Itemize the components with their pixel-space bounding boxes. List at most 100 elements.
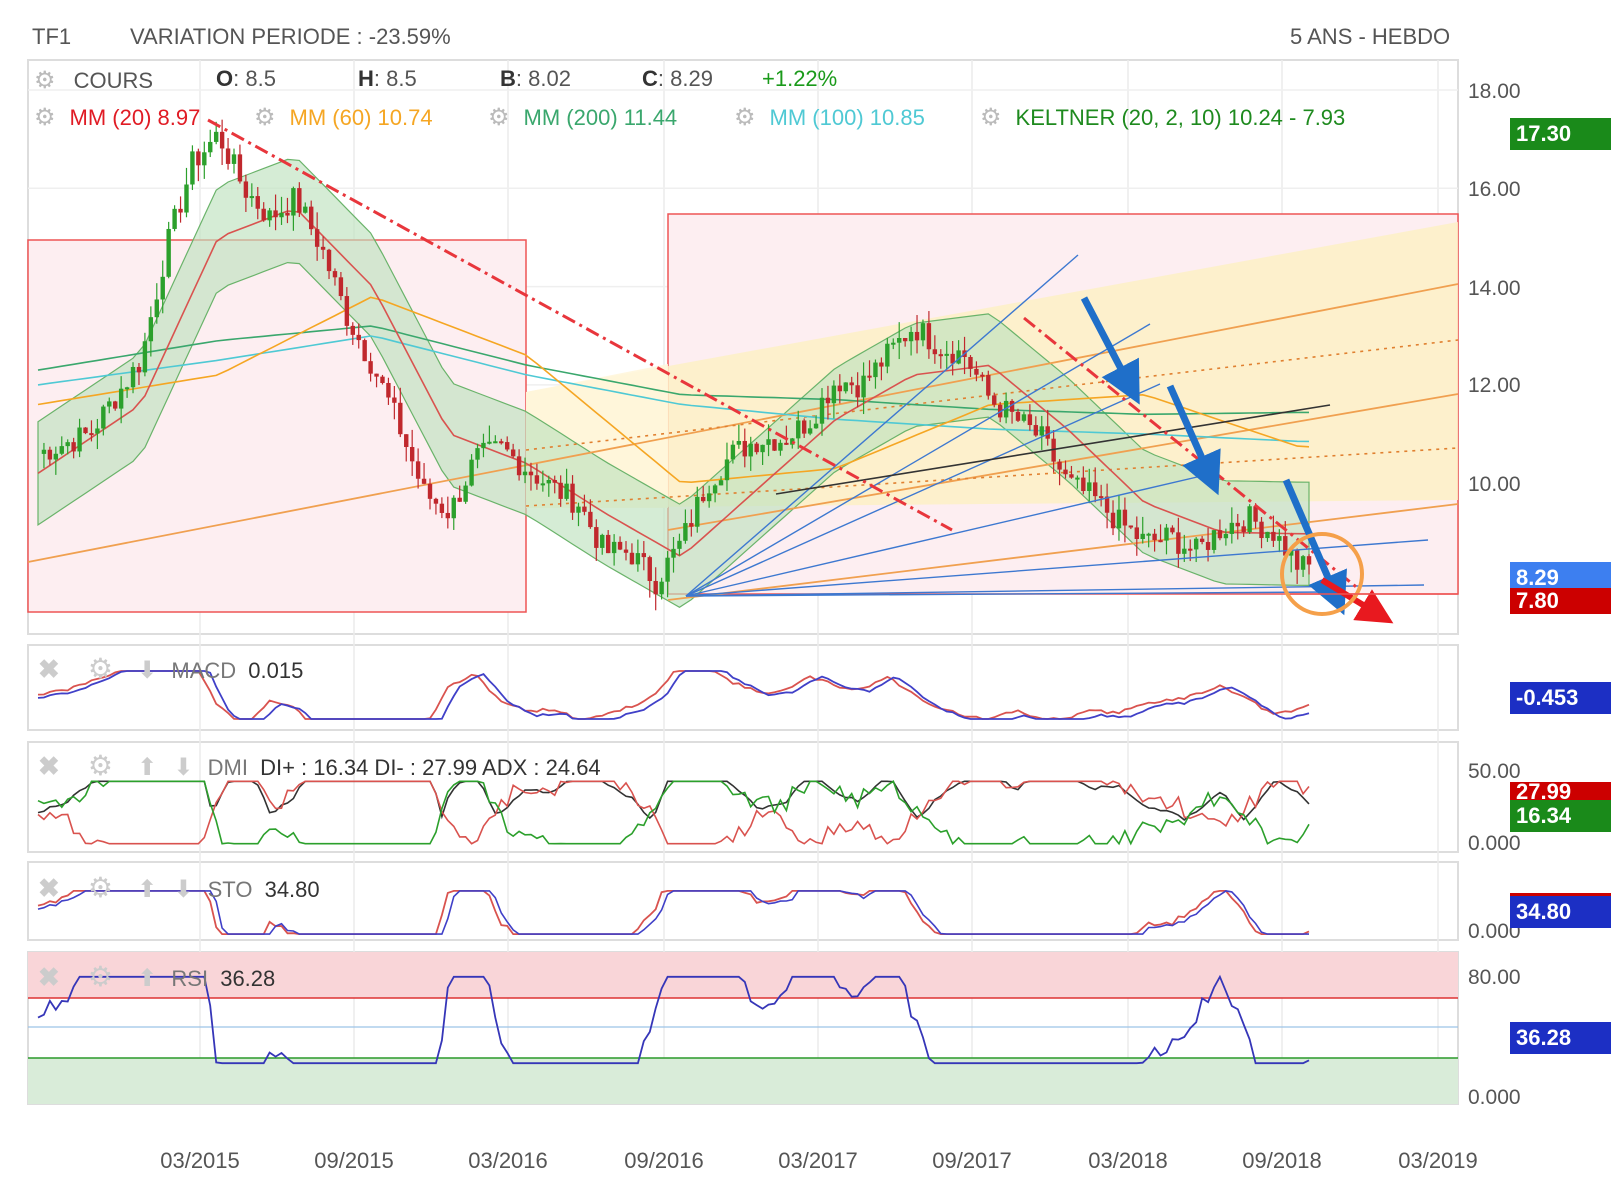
candle-body [867,375,872,378]
candle-body [47,449,53,460]
move-up-icon[interactable]: ⬆ [137,876,158,903]
date-tick: 03/2017 [778,1148,858,1173]
candle-body [1199,538,1205,542]
legend-keltner[interactable]: ⚙ KELTNER (20, 2, 10) 10.24 - 7.93 [980,103,1345,132]
candle-body [1027,414,1033,426]
candle-body [600,534,605,548]
candle-body [1259,521,1264,539]
candle-body [172,208,177,229]
candle-body [1116,509,1122,529]
macd-panel-frame [27,644,1459,731]
rsi-tick: 0.000 [1468,1086,1521,1109]
candle-body [968,357,973,369]
gear-icon[interactable]: ⚙ [34,104,56,131]
gear-icon[interactable]: ⚙ [734,104,756,131]
gear-icon[interactable]: ⚙ [87,872,114,903]
rsi-label: RSI [171,966,209,991]
candle-body [101,406,106,429]
rsi-panel [28,952,1458,1104]
candle-body [1235,522,1240,527]
candle-body [154,299,159,318]
close-icon[interactable]: ✖ [38,751,60,781]
candle-body [843,382,848,392]
open-value: : 8.5 [233,66,276,91]
candle-body [1033,425,1039,436]
candle-body [184,184,189,213]
candle-body [641,553,647,558]
candle-body [1265,531,1270,539]
price-tick: 18.00 [1468,80,1521,103]
candle-body [1283,536,1288,556]
highlight-circle [1280,532,1364,616]
candle-body [1176,532,1181,554]
candle-body [914,331,920,341]
move-up-icon[interactable]: ⬆ [137,754,158,781]
close-icon[interactable]: ✖ [38,873,60,903]
candle-body [748,443,753,457]
keltner-label: KELTNER (20, 2, 10) 10.24 - 7.93 [1015,105,1346,130]
candle-body [1300,556,1306,570]
close-icon[interactable]: ✖ [38,962,60,992]
macd-panel [37,670,1310,720]
candle-body [534,475,540,484]
gear-icon[interactable]: ⚙ [254,104,276,131]
candle-body [451,497,456,519]
candle-body [1164,527,1169,541]
candle-body [267,210,272,221]
down-arrow-1 [1080,296,1140,405]
candle-body [338,277,344,297]
candle-body [712,485,718,494]
date-tick: 09/2015 [314,1148,394,1173]
legend-high: H: 8.5 [358,66,417,92]
candle-body [130,366,136,388]
period-label: 5 ANS - HEBDO [1290,24,1451,49]
support-line-black [775,404,1331,495]
gear-icon[interactable]: ⚙ [34,67,56,94]
legend-mm200[interactable]: ⚙ MM (200) 11.44 [488,103,677,132]
candle-body [540,483,546,486]
candle-body [65,442,70,447]
candle-body [813,423,819,429]
legend-mm20[interactable]: ⚙ MM (20) 8.97 [34,103,200,132]
legend-mm100[interactable]: ⚙ MM (100) 10.85 [734,103,925,132]
candle-body [1039,426,1044,436]
candle-body [1211,530,1217,550]
gear-icon[interactable]: ⚙ [87,750,114,781]
candle-body [944,353,949,356]
price-tick: 14.00 [1468,277,1521,300]
candle-body [279,212,284,218]
candle-body [1271,531,1276,541]
candle-body [386,382,391,398]
move-up-icon[interactable]: ⬆ [137,965,158,992]
gear-icon[interactable]: ⚙ [488,104,510,131]
legend-mm60[interactable]: ⚙ MM (60) 10.74 [254,103,433,132]
close-icon[interactable]: ✖ [38,654,60,684]
candle-body [653,580,658,595]
candle-body [801,420,807,434]
candle-body [1140,533,1145,540]
dmi-tick: 0.000 [1468,832,1521,855]
candle-body [160,276,165,300]
move-down-icon[interactable]: ⬇ [173,754,194,781]
gear-icon[interactable]: ⚙ [87,653,114,684]
candle-body [1306,556,1312,565]
candle-body [320,246,326,250]
fan-line [685,383,1161,597]
candle-body [237,154,243,182]
legend-low: B: 8.02 [500,66,571,92]
mm60-label: MM (60) 10.74 [289,105,433,130]
candle-body [659,581,664,595]
gear-icon[interactable]: ⚙ [980,104,1002,131]
gear-icon[interactable]: ⚙ [87,961,114,992]
candle-body [1087,482,1092,491]
candle-body [920,323,926,341]
move-down-icon[interactable]: ⬇ [137,657,158,684]
candle-body [778,442,783,451]
dmi-plus-line [37,780,1310,846]
move-down-icon[interactable]: ⬇ [173,876,194,903]
candle-body [730,444,736,460]
candle-body [1229,522,1235,534]
candle-body [356,334,361,341]
candle-body [522,471,528,476]
legend-change: +1.22% [762,66,838,91]
